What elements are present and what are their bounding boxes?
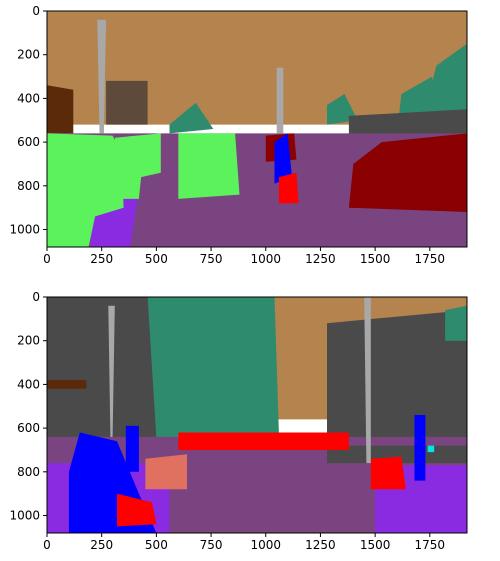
y-tick-label: 1000 xyxy=(9,509,40,523)
y-tick-label: 600 xyxy=(17,135,40,149)
y-tick-label: 0 xyxy=(32,4,40,18)
y-tick-label: 200 xyxy=(17,48,40,62)
x-tick-label: 1500 xyxy=(360,252,391,266)
x-tick-label: 750 xyxy=(200,538,223,552)
region-wall xyxy=(47,85,74,134)
y-tick-label: 1000 xyxy=(9,223,40,237)
region-building xyxy=(47,297,161,439)
region-traffic_sign xyxy=(427,445,435,453)
x-tick-label: 500 xyxy=(145,538,168,552)
region-vegetation xyxy=(147,297,279,439)
region-sky xyxy=(47,11,467,125)
x-tick-label: 0 xyxy=(43,252,51,266)
segmentation-map xyxy=(47,297,467,533)
region-vegetation xyxy=(169,102,214,134)
region-building xyxy=(327,310,467,446)
x-tick-label: 0 xyxy=(43,538,51,552)
x-tick-label: 500 xyxy=(145,252,168,266)
x-tick-label: 750 xyxy=(200,252,223,266)
region-person xyxy=(125,425,139,472)
x-tick-label: 1500 xyxy=(360,538,391,552)
region-autorickshaw xyxy=(178,133,240,199)
chart-panel-1: 0 250 500 750 1000 1250 1500 1750 0 200 400 600 800 1… xyxy=(9,4,468,266)
x-tick-label: 1750 xyxy=(415,252,446,266)
x-tick-label: 250 xyxy=(90,252,113,266)
y-tick-label: 600 xyxy=(17,421,40,435)
region-motorcycle xyxy=(370,456,406,490)
x-tick-label: 250 xyxy=(90,538,113,552)
region-autorickshaw xyxy=(114,133,161,199)
region-wall xyxy=(47,380,87,389)
region-vehicle_other xyxy=(145,454,187,490)
region-person xyxy=(274,133,292,184)
y-tick-label: 0 xyxy=(32,290,40,304)
region-autorickshaw xyxy=(47,133,124,247)
segmentation-map xyxy=(47,11,467,247)
region-pole xyxy=(364,297,371,464)
region-pole xyxy=(97,19,107,134)
x-tick-label: 1000 xyxy=(250,252,281,266)
chart-panel-2: 0 250 500 750 1000 1250 1500 1750 0 200 400 600 800 1… xyxy=(9,290,468,552)
region-pole xyxy=(108,305,115,437)
x-tick-label: 1750 xyxy=(415,538,446,552)
region-person xyxy=(414,415,426,481)
region-vegetation xyxy=(445,305,467,341)
y-tick-label: 200 xyxy=(17,334,40,348)
region-motorcycle xyxy=(117,493,157,527)
y-tick-label: 800 xyxy=(17,465,40,479)
region-motorcycle xyxy=(278,172,299,204)
region-billboard xyxy=(106,80,148,125)
plot-frame xyxy=(46,296,468,534)
x-tick-label: 1250 xyxy=(305,252,336,266)
region-car xyxy=(348,133,467,212)
region-pole xyxy=(276,67,284,134)
y-tick-label: 400 xyxy=(17,377,40,391)
y-tick-label: 400 xyxy=(17,91,40,105)
x-tick-label: 1250 xyxy=(305,538,336,552)
y-tick-label: 800 xyxy=(17,179,40,193)
x-tick-label: 1000 xyxy=(250,538,281,552)
region-motorcycle xyxy=(178,432,349,450)
plot-frame xyxy=(46,10,468,248)
